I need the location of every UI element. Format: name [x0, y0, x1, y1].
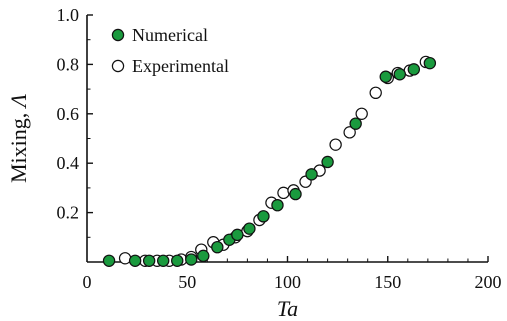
legend-label-experimental: Experimental — [132, 56, 229, 76]
numerical-data-point — [102, 254, 116, 267]
axis-titles: Ta Mixing, Λ — [6, 93, 298, 321]
y-tick-label: 0.4 — [57, 153, 80, 173]
numerical-data-point — [156, 254, 170, 267]
numerical-data-point — [142, 254, 156, 267]
y-axis-title-text: Mixing, — [6, 107, 31, 183]
y-axis-title: Mixing, Λ — [6, 93, 31, 183]
experimental-data-point — [369, 86, 382, 100]
experimental-data-point — [118, 252, 132, 265]
legend-marker-experimental — [111, 59, 125, 73]
numerical-data-point — [211, 240, 224, 254]
x-tick-label: 200 — [475, 272, 502, 292]
numerical-data-point — [393, 68, 406, 81]
numerical-data-point — [185, 253, 198, 266]
numerical-data-point — [379, 70, 392, 83]
y-tick-label: 0.2 — [57, 203, 80, 223]
experimental-data-point — [277, 186, 290, 200]
y-tick-label: 0.6 — [57, 104, 80, 124]
x-tick-label: 150 — [374, 272, 401, 292]
axes — [86, 15, 488, 263]
numerical-data-point — [257, 210, 270, 223]
numerical-data-point — [231, 228, 244, 242]
legend-label-numerical: Numerical — [132, 25, 208, 45]
legend: Numerical Experimental — [111, 25, 229, 76]
x-tick-label: 100 — [274, 272, 301, 292]
tick-labels: 0 50 100 150 200 0.2 0.4 0.6 0.8 1.0 — [57, 5, 502, 292]
numerical-data-point — [243, 222, 256, 235]
y-tick-label: 1.0 — [57, 5, 80, 25]
numerical-data-point — [423, 56, 437, 70]
experimental-data-point — [355, 107, 368, 121]
x-axis-title: Ta — [277, 296, 298, 321]
data-points — [102, 55, 437, 267]
experimental-data-point — [329, 138, 342, 151]
numerical-data-point — [128, 254, 142, 267]
numerical-data-point — [271, 198, 284, 212]
legend-marker-numerical — [111, 28, 125, 42]
x-tick-label: 0 — [83, 272, 92, 292]
x-tick-label: 50 — [178, 272, 196, 292]
numerical-data-point — [305, 168, 318, 181]
numerical-data-point — [289, 187, 302, 201]
numerical-data-point — [349, 117, 362, 130]
numerical-data-point — [407, 63, 421, 76]
numerical-data-point — [321, 155, 334, 169]
numerical-data-point — [171, 254, 184, 267]
y-axis-title-symbol: Λ — [6, 93, 31, 109]
tick-marks — [87, 14, 489, 262]
numerical-data-point — [197, 249, 210, 263]
experimental-data-point — [343, 126, 356, 139]
y-tick-label: 0.8 — [57, 54, 80, 74]
